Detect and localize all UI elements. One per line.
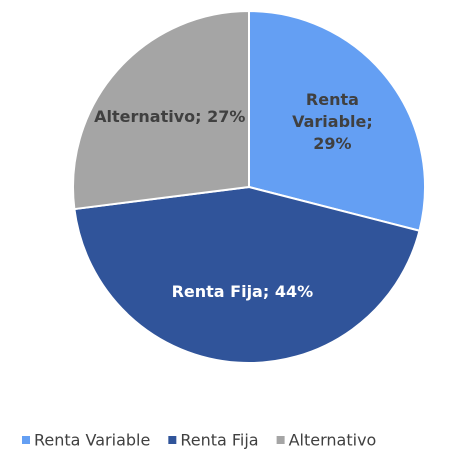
legend-marker xyxy=(276,436,285,444)
pie-slice xyxy=(72,9,250,211)
data-label: Renta Fija; 44% xyxy=(171,282,314,302)
pie-slice xyxy=(248,9,426,232)
pie-slice xyxy=(73,185,421,364)
data-label: Alternativo; 27% xyxy=(94,107,246,127)
legend-label: Renta Fija xyxy=(180,430,259,450)
data-label: Renta Variable; 29% xyxy=(292,90,373,154)
legend-marker xyxy=(168,436,177,444)
legend-label: Renta Variable xyxy=(34,430,151,450)
legend-marker xyxy=(22,436,30,444)
legend-label: Alternativo xyxy=(288,430,377,450)
